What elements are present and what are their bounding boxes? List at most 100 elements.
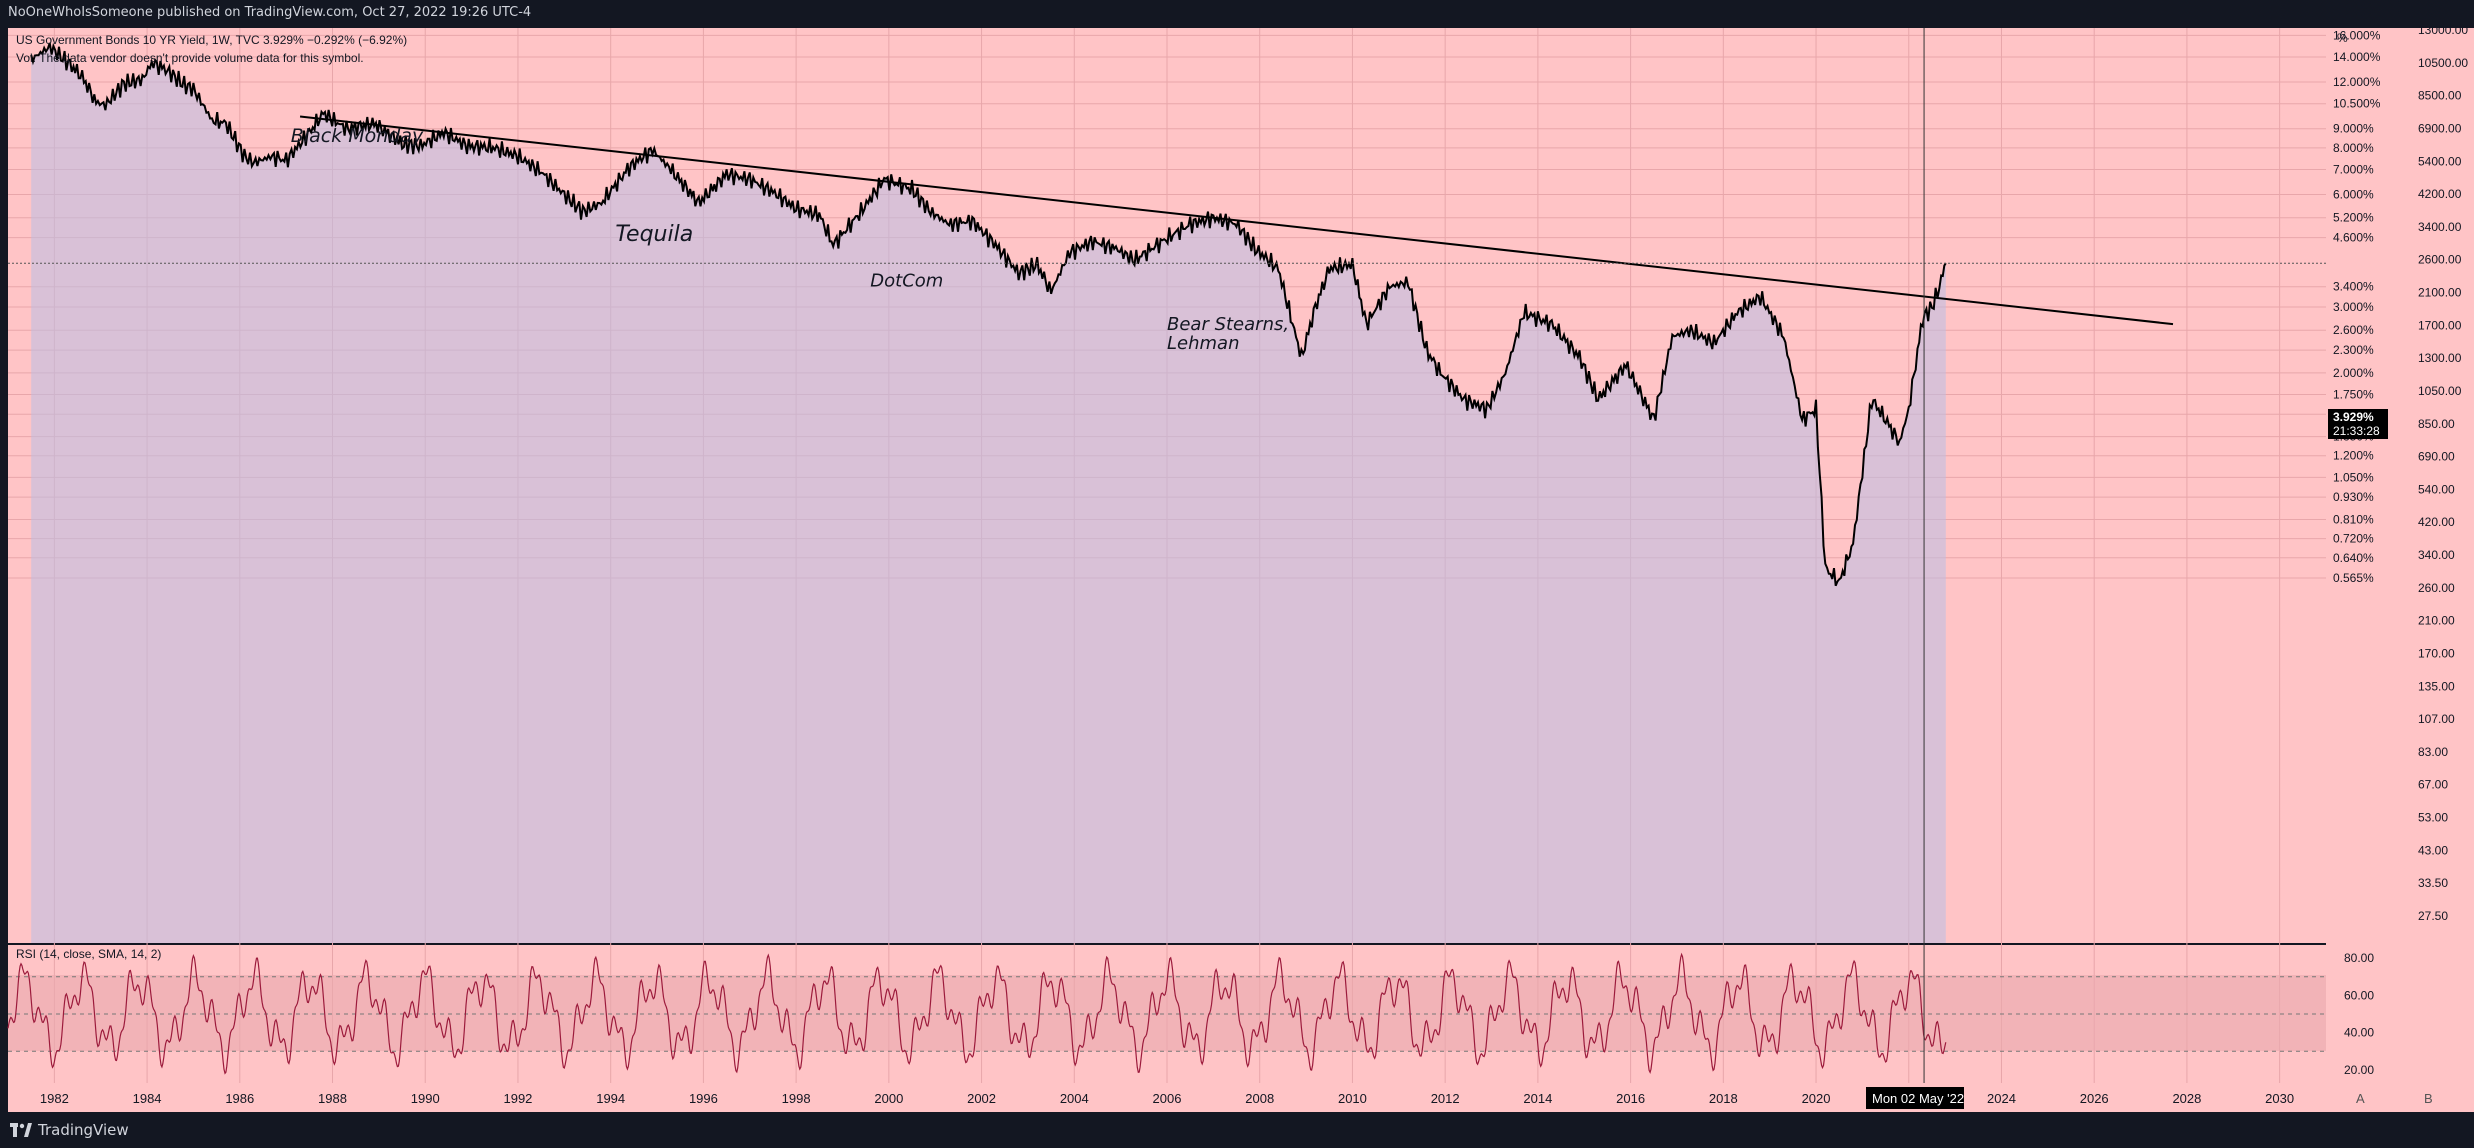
tv-logo-icon (10, 1123, 32, 1137)
price-tick-label: 2.600% (2333, 323, 2374, 337)
time-tick-label: 2024 (1987, 1091, 2016, 1106)
annotation-label: Black Monday (291, 125, 424, 147)
secondary-tick-label: 540.00 (2418, 482, 2455, 496)
time-tick-label: 2026 (2080, 1091, 2109, 1106)
price-tick-label: 8.000% (2333, 141, 2374, 155)
price-tick-label: 0.565% (2333, 571, 2374, 585)
price-tick-label: 1.050% (2333, 470, 2374, 484)
time-axis-ticks: 1982 1984 1986 1988 1990 1992 1994 1996 1998 2000… (40, 1091, 2294, 1106)
rsi-tick-label: 80.00 (2344, 951, 2374, 965)
secondary-tick-label: 690.00 (2418, 450, 2455, 464)
price-badge-countdown: 21:33:28 (2333, 424, 2380, 438)
time-tick-label: 1984 (133, 1091, 162, 1106)
time-tick-label: 1992 (503, 1091, 532, 1106)
publish-info: NoOneWhoIsSomeone published on TradingVi… (8, 5, 532, 20)
price-tick-label: 0.930% (2333, 490, 2374, 504)
price-tick-label: 12.000% (2333, 75, 2381, 89)
secondary-tick-label: 43.00 (2418, 843, 2448, 857)
price-tick-label: 5.200% (2333, 211, 2374, 225)
time-tick-label: 1990 (411, 1091, 440, 1106)
rsi-line (7, 952, 1947, 1075)
rsi-tick-label: 20.00 (2344, 1063, 2374, 1077)
price-tick-label: 10.500% (2333, 97, 2381, 111)
crosshair-date-label: Mon 02 May '22 (1872, 1091, 1964, 1106)
price-tick-label: 2.000% (2333, 366, 2374, 380)
price-tick-label: 3.000% (2333, 300, 2374, 314)
secondary-tick-label: 5400.00 (2418, 154, 2462, 168)
trend-line[interactable] (299, 115, 2174, 326)
tradingview-logo[interactable]: TradingView (10, 1121, 129, 1139)
annotations: Black Monday Tequila DotCom Bear Stearns,Le… (291, 125, 1289, 354)
price-tick-label: 4.600% (2333, 231, 2374, 245)
volume-legend: Vol: The data vendor doesn't provide vol… (16, 51, 364, 65)
price-axis-unit: % (2337, 31, 2348, 45)
time-tick-label: 1988 (318, 1091, 347, 1106)
secondary-tick-label: 53.00 (2418, 811, 2448, 825)
price-axis-background (2326, 28, 2474, 1083)
rsi-axis-ticks: 80.00 60.00 40.00 20.00 (2344, 951, 2374, 1077)
time-tick-label: 2010 (1338, 1091, 1367, 1106)
secondary-tick-label: 1300.00 (2418, 351, 2462, 365)
price-tick-label: 2.300% (2333, 343, 2374, 357)
secondary-tick-label: 3400.00 (2418, 220, 2462, 234)
secondary-tick-label: 1700.00 (2418, 318, 2462, 332)
annotation-label: Bear Stearns, (1167, 314, 1289, 335)
price-tick-label: 1.200% (2333, 449, 2374, 463)
secondary-tick-label: 83.00 (2418, 745, 2448, 759)
secondary-tick-label: 170.00 (2418, 646, 2455, 660)
secondary-tick-label: 67.00 (2418, 778, 2448, 792)
publish-header: NoOneWhoIsSomeone published on TradingVi… (0, 0, 2474, 26)
time-tick-label: 1982 (40, 1091, 69, 1106)
secondary-tick-label: 10500.00 (2418, 56, 2468, 70)
secondary-tick-label: 260.00 (2418, 581, 2455, 595)
secondary-tick-label: 135.00 (2418, 679, 2455, 693)
secondary-tick-label: 2100.00 (2418, 286, 2462, 300)
rsi-tick-label: 60.00 (2344, 988, 2374, 1002)
time-tick-label: 2014 (1523, 1091, 1552, 1106)
time-tick-label: 2008 (1245, 1091, 1274, 1106)
log-scale-button[interactable]: B (2424, 1091, 2433, 1106)
rsi-legend: RSI (14, close, SMA, 14, 2) (16, 947, 161, 961)
rsi-band-lines (8, 976, 2326, 1052)
footer-bar: TradingView (0, 1112, 2474, 1148)
price-tick-label: 14.000% (2333, 50, 2381, 64)
price-badge-value: 3.929% (2333, 410, 2374, 424)
time-tick-label: 2028 (2172, 1091, 2201, 1106)
secondary-tick-label: 420.00 (2418, 515, 2455, 529)
secondary-tick-label: 850.00 (2418, 417, 2455, 431)
auto-scale-button[interactable]: A (2356, 1091, 2365, 1106)
time-tick-label: 2012 (1431, 1091, 1460, 1106)
price-badge (2328, 409, 2388, 439)
price-tick-label: 3.400% (2333, 280, 2374, 294)
secondary-tick-label: 2600.00 (2418, 253, 2462, 267)
secondary-axis-ticks: 13000.00 10500.00 8500.00 6900.00 5400.00 420… (2418, 23, 2468, 923)
secondary-tick-label: 33.50 (2418, 876, 2448, 890)
price-tick-label: 7.000% (2333, 163, 2374, 177)
time-tick-label: 2018 (1709, 1091, 1738, 1106)
price-axis-ticks: 16.000% 14.000% 12.000% 10.500% 9.000% 8.000%… (2333, 28, 2381, 585)
time-tick-label: 2002 (967, 1091, 996, 1106)
time-tick-label: 2006 (1153, 1091, 1182, 1106)
price-tick-label: 6.000% (2333, 188, 2374, 202)
secondary-tick-label: 13000.00 (2418, 23, 2468, 37)
time-tick-label: 2020 (1802, 1091, 1831, 1106)
rsi-tick-label: 40.00 (2344, 1026, 2374, 1040)
price-tick-label: 9.000% (2333, 122, 2374, 136)
price-tick-label: 16.000% (2333, 28, 2381, 42)
secondary-tick-label: 1050.00 (2418, 384, 2462, 398)
time-axis-background (8, 1083, 2474, 1112)
time-tick-label: 2004 (1060, 1091, 1089, 1106)
time-tick-label: 1996 (689, 1091, 718, 1106)
secondary-tick-label: 210.00 (2418, 614, 2455, 628)
secondary-tick-label: 4200.00 (2418, 187, 2462, 201)
tradingview-brand-label: TradingView (38, 1121, 129, 1139)
secondary-tick-label: 6900.00 (2418, 121, 2462, 135)
crosshair-date-badge (1866, 1087, 1964, 1109)
yield-area-fill (31, 42, 1946, 943)
annotation-label: Lehman (1167, 333, 1239, 354)
price-tick-label: 1.750% (2333, 388, 2374, 402)
annotation-label: Tequila (615, 222, 693, 247)
price-tick-label: 0.720% (2333, 532, 2374, 546)
time-tick-label: 1998 (782, 1091, 811, 1106)
